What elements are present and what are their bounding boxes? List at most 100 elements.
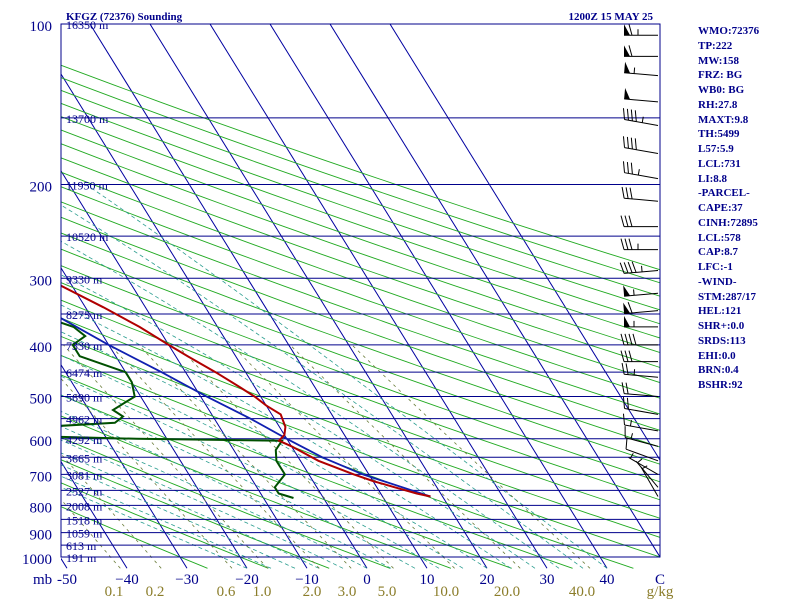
height-label: 4292 m xyxy=(66,433,103,447)
mixing-ratio-line xyxy=(138,344,352,569)
sounding-index-item: WB0: BG xyxy=(698,84,745,96)
mixing-ratio-label: 0.1 xyxy=(105,584,124,600)
isotherm-line xyxy=(89,24,428,569)
wind-barb-half-flag xyxy=(641,465,648,470)
height-label: 1518 m xyxy=(66,513,103,527)
wind-barb-flag xyxy=(629,187,633,200)
wind-barb-flag xyxy=(622,413,626,426)
wind-barb-half-flag xyxy=(633,369,636,376)
plot-frame xyxy=(60,23,661,558)
wind-barb-pennant xyxy=(624,45,630,57)
wind-barb-staff xyxy=(624,72,659,77)
mixing-ratio-label: 1.0 xyxy=(253,584,272,600)
moist-adiabat-line xyxy=(61,354,464,569)
mixing-ratio-unit-label: g/kg xyxy=(647,584,674,600)
wind-barb-flag xyxy=(626,161,629,174)
mixing-ratio-label: 3.0 xyxy=(338,584,357,600)
pressure-tick-label: 1000 xyxy=(22,552,52,568)
temperature-tick-label: −30 xyxy=(175,572,198,588)
wind-barb-flag xyxy=(624,215,629,227)
wind-barb-flag xyxy=(624,238,629,250)
height-label: 2008 m xyxy=(66,499,103,513)
wind-barb-staff xyxy=(628,457,659,475)
temperature-unit-label: C xyxy=(655,572,665,588)
temperature-tick-label: 40 xyxy=(600,572,615,588)
wind-barb-flag xyxy=(620,350,625,362)
isotherm-line xyxy=(149,24,488,569)
isotherm-line xyxy=(329,24,660,558)
wind-barb-flag xyxy=(625,437,628,450)
sounding-index-item: STM:287/17 xyxy=(698,290,757,303)
wind-barb-staff xyxy=(635,460,659,488)
wind-barb-flag xyxy=(622,161,626,173)
height-label: 5690 m xyxy=(66,391,103,405)
moist-adiabat-line xyxy=(61,331,488,569)
moist-adiabat-line xyxy=(85,184,608,569)
wind-barb-staff xyxy=(624,310,659,315)
temperature-tick-label: −40 xyxy=(115,572,138,588)
wind-barb-staff xyxy=(624,373,659,378)
wind-barb-half-flag xyxy=(637,169,640,176)
wind-barb-flag xyxy=(627,302,633,314)
wind-barb-flag xyxy=(621,362,625,375)
wind-barb-flag xyxy=(624,350,629,362)
temperature-tick-label: 10 xyxy=(420,572,435,588)
sounding-index-item: CAPE:37 xyxy=(698,202,743,214)
sounding-index-item: MAXT:9.8 xyxy=(698,113,749,126)
wind-barb-half-flag xyxy=(629,452,634,459)
height-label: 8275 m xyxy=(66,308,103,322)
wind-barb-pennant xyxy=(623,302,631,314)
wind-barb-flag xyxy=(620,333,625,346)
sounding-index-item: WMO:72376 xyxy=(698,25,760,37)
wind-barb-half-flag xyxy=(633,289,635,296)
dry-adiabat-line xyxy=(61,459,330,569)
sounding-index-item: RH:27.8 xyxy=(698,98,738,111)
isotherm-line xyxy=(61,266,248,569)
sounding-index-item: MW:158 xyxy=(698,54,739,67)
dry-adiabat-line xyxy=(61,299,660,519)
height-label: 3081 m xyxy=(66,468,103,482)
sounding-index-item: -PARCEL- xyxy=(698,187,750,200)
wind-barb-flag xyxy=(628,333,633,346)
temperature-tick-label: -50 xyxy=(57,572,77,588)
wind-barb-flag xyxy=(634,110,637,122)
temperature-trace xyxy=(61,284,431,498)
wind-barb-flag xyxy=(630,162,633,175)
mixing-ratio-line xyxy=(351,344,591,569)
mixing-ratio-label: 2.0 xyxy=(303,584,322,600)
sounding-index-item: BRN:0.4 xyxy=(698,364,739,377)
moist-adiabat-line xyxy=(61,304,512,569)
height-label: 1059 m xyxy=(66,527,103,541)
height-label: 4962 m xyxy=(66,413,103,427)
parcel-trace xyxy=(61,317,431,498)
temperature-tick-label: 20 xyxy=(480,572,495,588)
sounding-index-item: TP:222 xyxy=(698,39,733,52)
temperature-tick-label: −20 xyxy=(235,572,258,588)
dry-adiabat-line xyxy=(61,374,573,569)
mixing-ratio-line xyxy=(289,344,521,569)
sounding-index-item: CINH:72895 xyxy=(698,216,758,229)
moist-adiabat-line xyxy=(61,240,560,569)
wind-barb-flag xyxy=(628,24,633,36)
wind-barb-flag xyxy=(619,262,625,274)
pressure-tick-label: 100 xyxy=(30,19,53,35)
mixing-ratio-label: 0.2 xyxy=(146,584,165,600)
pressure-tick-label: 600 xyxy=(30,434,53,450)
isotherm-line xyxy=(61,170,308,569)
wind-barb-flag xyxy=(632,333,637,346)
sounding-index-item: CAP:8.7 xyxy=(698,246,739,259)
wind-barb-half-flag xyxy=(637,458,643,464)
wind-barb-flag xyxy=(631,261,637,273)
wind-barb-half-flag xyxy=(641,265,643,272)
wind-barb-flag xyxy=(622,108,626,120)
wind-barb-flag xyxy=(630,109,633,121)
height-label: 191 m xyxy=(66,551,97,565)
wind-barb-staff xyxy=(625,437,659,447)
moist-adiabat-line xyxy=(61,452,320,569)
wind-barb-flag xyxy=(628,350,633,362)
sounding-indices-panel: WMO:72376 TP:222 MW:158 FRZ: BG WB0: BG RH:27… xyxy=(698,24,798,393)
moist-adiabat-line xyxy=(61,439,344,569)
wind-barb-flag xyxy=(625,363,629,375)
wind-barb-pennant xyxy=(623,285,631,297)
